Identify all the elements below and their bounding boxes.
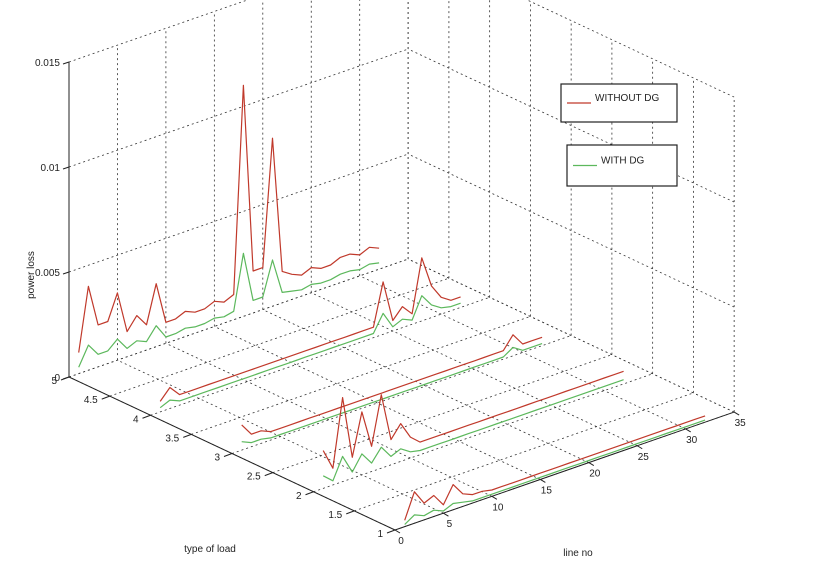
floor-grid-line (214, 326, 541, 480)
z-tick-label: 0.015 (35, 58, 60, 69)
legend-label-without-dg: WITHOUT DG (595, 93, 659, 104)
z-tick-mark (62, 271, 70, 275)
y-tick-mark (264, 472, 273, 477)
y-tick-mark (305, 491, 314, 496)
side-wall-grid-line (407, 258, 735, 413)
x-axis-line (394, 411, 735, 531)
y-tick-label: 3.5 (165, 433, 179, 444)
y-axis-label: type of load (184, 544, 236, 555)
y-tick-mark (346, 510, 355, 515)
x-tick-mark (443, 512, 449, 517)
z-axis-label: power loss (26, 251, 37, 299)
series-line-with-dg-load-1 (404, 419, 706, 525)
y-tick-label: 3 (214, 453, 220, 464)
back-wall-grid-line (68, 48, 409, 168)
z-tick-label: 0 (54, 373, 60, 384)
back-wall-grid-line (68, 258, 409, 378)
x-axis-label: line no (563, 548, 593, 559)
series-line-without-dg-load-3 (241, 334, 543, 435)
z-tick-mark (62, 166, 70, 170)
y-tick-label: 4 (133, 414, 139, 425)
x-tick-mark (540, 479, 546, 483)
x-tick-label: 10 (492, 502, 504, 513)
x-tick-mark (685, 428, 691, 433)
back-wall-grid-line (68, 0, 249, 63)
y-tick-mark (101, 395, 110, 400)
z-tick-mark (62, 61, 70, 65)
series-line-without-dg-load-1 (404, 415, 706, 521)
axis-layer (60, 61, 740, 534)
series-line-with-dg-load-2 (322, 379, 624, 482)
y-tick-mark (142, 414, 151, 419)
x-tick-label: 20 (589, 469, 601, 480)
legend-label-with-dg: WITH DG (601, 156, 645, 167)
y-tick-label: 2 (296, 491, 302, 502)
legend: WITHOUT DG WITH DG (560, 83, 678, 187)
x-tick-mark (636, 445, 643, 450)
grid-layer (68, 0, 735, 531)
floor-grid-line (313, 373, 653, 493)
floor-grid-line (165, 342, 493, 497)
y-tick-label: 5 (51, 376, 57, 387)
x-tick-mark (588, 462, 595, 467)
series-line-with-dg-load-3 (241, 343, 543, 444)
y-tick-mark (183, 433, 192, 438)
y-tick-label: 1.5 (328, 510, 342, 521)
series-line-without-dg-load-4 (159, 257, 461, 402)
floor-grid-line (109, 277, 450, 397)
y-tick-mark (386, 529, 396, 534)
x-tick-label: 30 (686, 435, 698, 446)
floor-grid-line (150, 296, 490, 416)
y-tick-label: 2.5 (247, 472, 261, 483)
series-line-without-dg-load-5 (78, 84, 380, 353)
z-tick-label: 0.01 (41, 163, 61, 174)
series-line-with-dg-load-4 (159, 295, 461, 409)
z-tick-mark (62, 376, 70, 380)
x-tick-label: 0 (398, 536, 404, 547)
x-tick-label: 35 (735, 418, 747, 429)
y-tick-mark (223, 453, 233, 457)
side-wall-grid-line (407, 48, 735, 203)
side-wall-grid-line (526, 0, 735, 98)
x-tick-mark (733, 411, 740, 416)
x-tick-mark (491, 495, 498, 500)
y-tick-label: 4.5 (84, 395, 98, 406)
series-line-without-dg-load-2 (322, 370, 624, 469)
series-line-with-dg-load-5 (78, 252, 380, 368)
floor-grid-line (231, 335, 572, 454)
x-tick-label: 15 (541, 485, 553, 496)
x-tick-label: 5 (447, 519, 453, 530)
series-layer (78, 84, 706, 525)
side-wall-grid-line (407, 153, 735, 308)
tick-labels: 0510152025303511.522.533.544.5500.0050.0… (35, 58, 746, 547)
z-tick-label: 0.005 (35, 268, 60, 279)
x-tick-label: 25 (638, 452, 650, 463)
x-tick-mark (394, 529, 401, 534)
y-tick-label: 1 (377, 529, 383, 540)
